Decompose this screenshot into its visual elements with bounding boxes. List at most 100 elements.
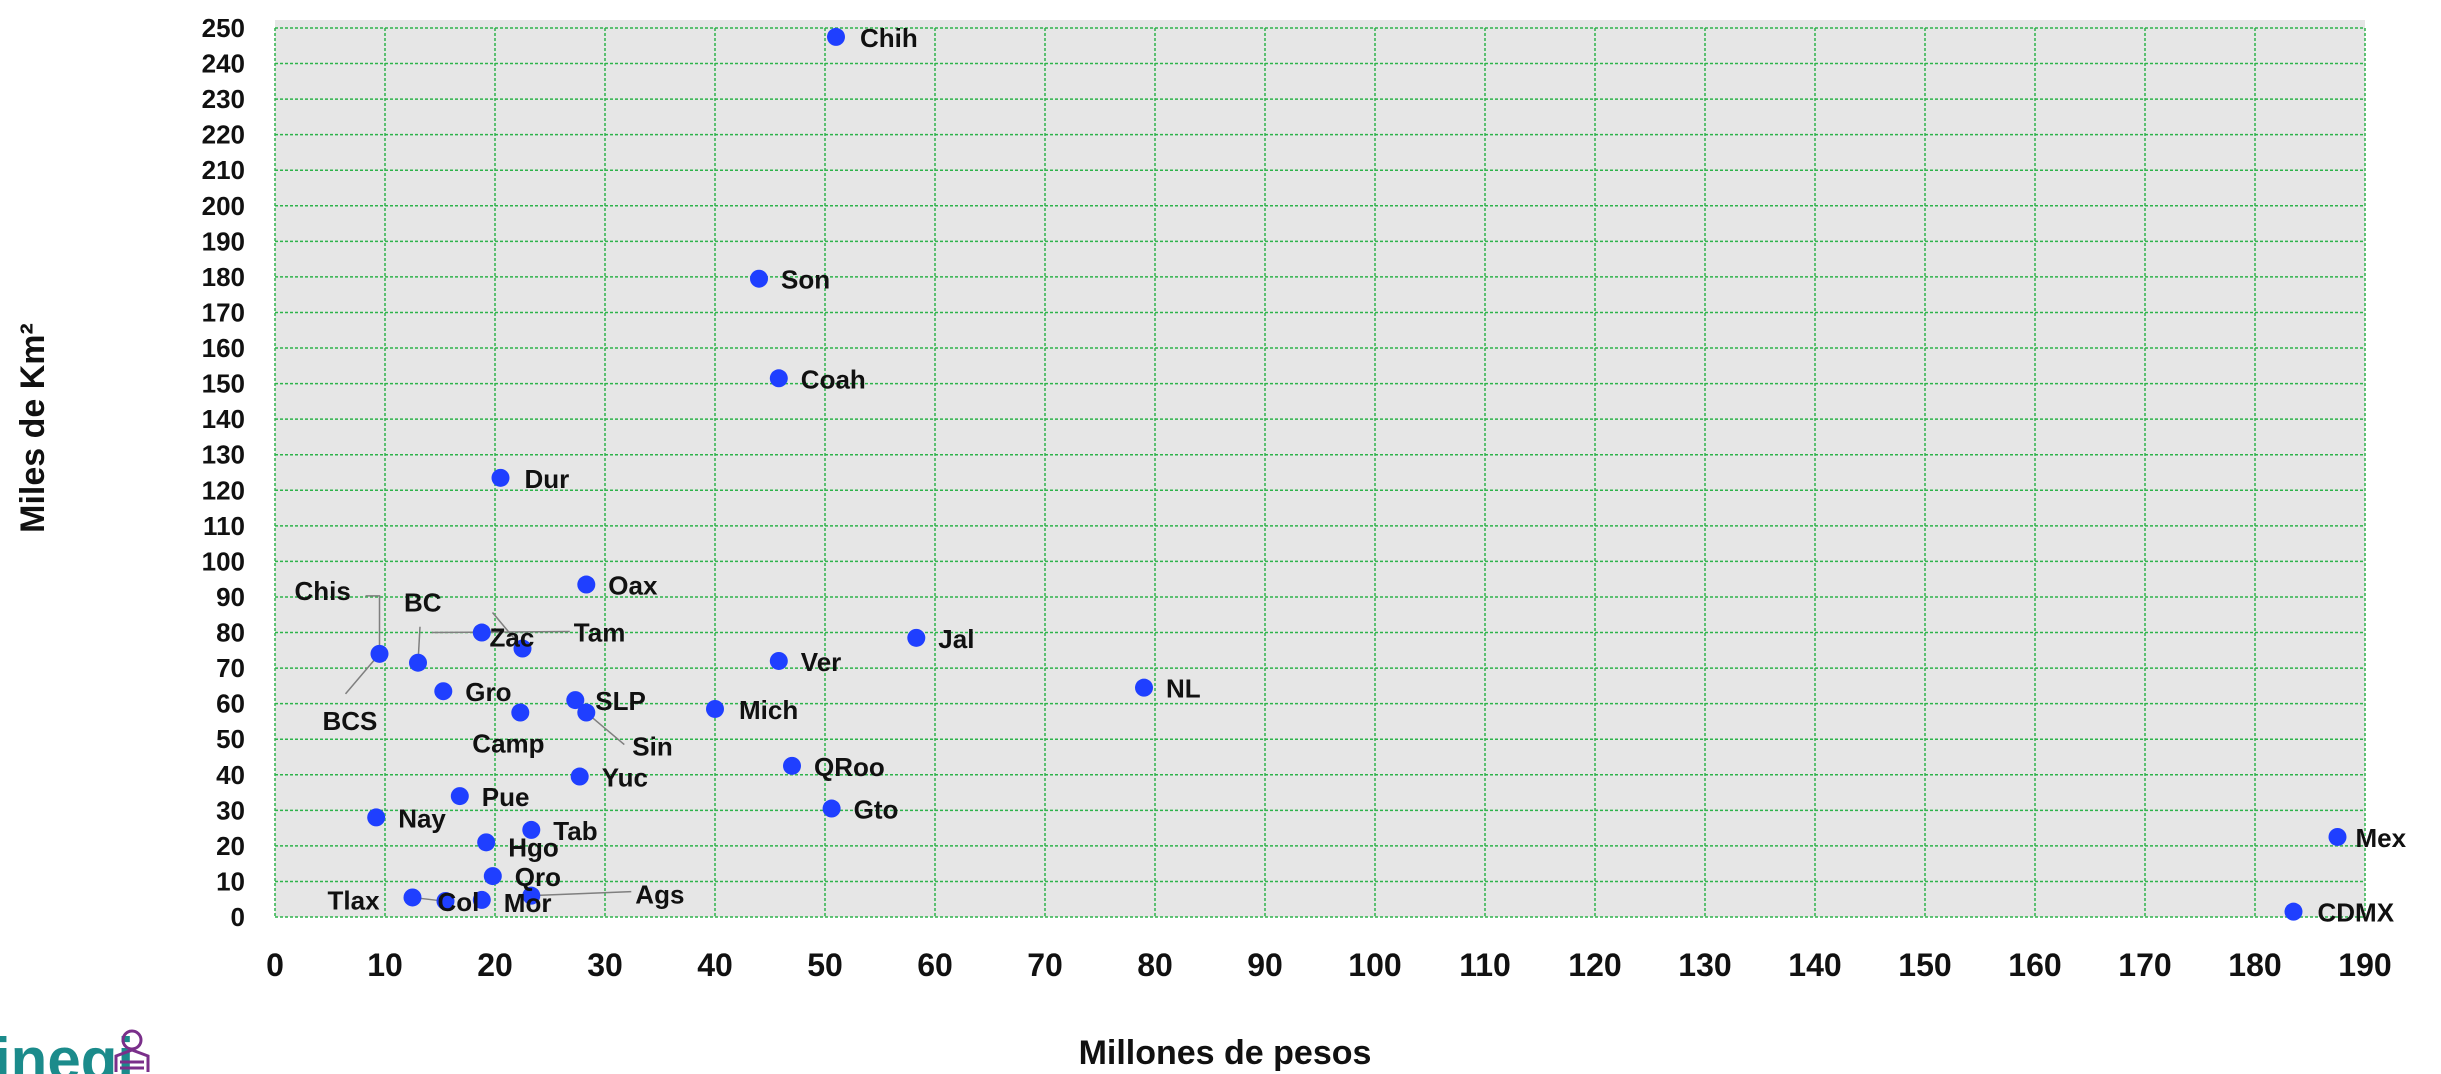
x-axis-title: Millones de pesos (1079, 1034, 1372, 1072)
data-label: Tlax (328, 885, 381, 915)
x-tick-label: 100 (1348, 947, 1401, 983)
y-tick-label: 50 (216, 724, 245, 754)
data-point (472, 623, 491, 642)
data-label: Mor (504, 888, 552, 918)
y-tick-label: 0 (231, 902, 245, 932)
data-label: Camp (472, 729, 544, 759)
data-label: QRoo (814, 752, 885, 782)
x-axis-ticks: 0 10 20 30 40 50 60 70 80 90 100 110 120 130 140 150 160… (266, 947, 2392, 983)
data-point (513, 639, 532, 658)
y-tick-label: 160 (202, 333, 245, 363)
y-tick-label: 20 (216, 831, 245, 861)
data-label: Qro (515, 862, 561, 892)
inegi-logo: inegi (0, 1026, 150, 1074)
y-tick-label: 100 (202, 546, 245, 576)
data-points (367, 27, 2347, 921)
data-point (783, 756, 801, 775)
data-point (2328, 827, 2347, 846)
data-label: Gto (854, 795, 899, 825)
data-point (769, 651, 788, 670)
x-tick-label: 140 (1788, 947, 1841, 983)
data-point (827, 27, 845, 46)
y-tick-label: 240 (202, 49, 245, 79)
y-tick-label: 250 (202, 13, 245, 43)
data-point (522, 886, 541, 905)
x-tick-label: 40 (697, 947, 733, 983)
data-label: Nay (398, 803, 446, 833)
data-point (1135, 678, 1153, 697)
leader-line (431, 630, 570, 634)
data-point (483, 867, 502, 886)
leader-line (365, 595, 381, 654)
grid (274, 27, 2366, 918)
data-point (769, 369, 788, 388)
y-tick-label: 130 (202, 440, 245, 470)
y-tick-label: 220 (202, 120, 245, 150)
y-tick-label: 170 (202, 297, 245, 327)
data-label: Chih (860, 23, 918, 53)
data-label: Mich (739, 695, 798, 725)
y-tick-label: 140 (202, 404, 245, 434)
data-point (570, 767, 589, 786)
data-point (750, 269, 768, 288)
data-point (370, 644, 389, 663)
data-label: BC (404, 588, 442, 618)
x-tick-label: 190 (2338, 947, 2391, 983)
data-label: Dur (525, 464, 570, 494)
data-point (434, 682, 453, 701)
y-tick-label: 200 (202, 191, 245, 221)
data-point (566, 691, 585, 710)
y-tick-label: 80 (216, 618, 245, 648)
data-label: Chis (295, 576, 351, 606)
x-tick-label: 10 (367, 947, 403, 983)
data-label: CDMX (2318, 898, 2395, 928)
y-tick-label: 230 (202, 84, 245, 114)
x-tick-label: 0 (266, 947, 284, 983)
data-label: Jal (938, 624, 974, 654)
data-label: Tam (574, 618, 626, 648)
y-tick-label: 70 (216, 653, 245, 683)
y-tick-label: 90 (216, 582, 245, 612)
data-point (577, 575, 596, 594)
data-label: Ver (801, 647, 842, 677)
x-tick-label: 150 (1898, 947, 1951, 983)
data-point (491, 468, 510, 487)
y-tick-label: 120 (202, 475, 245, 505)
x-tick-label: 180 (2228, 947, 2281, 983)
data-point (2284, 902, 2303, 921)
data-point (706, 699, 724, 718)
data-point (511, 703, 530, 722)
data-label: Sin (632, 732, 672, 762)
y-tick-label: 150 (202, 369, 245, 399)
y-tick-label: 40 (216, 760, 245, 790)
x-tick-label: 160 (2008, 947, 2061, 983)
data-label: Coah (801, 364, 866, 394)
x-tick-label: 170 (2118, 947, 2171, 983)
plot-area (275, 20, 2365, 917)
data-label: Mex (2356, 823, 2407, 853)
data-point (477, 833, 496, 852)
data-label: Zac (490, 623, 535, 653)
data-label: Oax (608, 571, 658, 601)
data-label: Pue (482, 782, 530, 812)
data-point (907, 628, 926, 647)
y-tick-label: 10 (216, 866, 245, 896)
data-label: SLP (595, 686, 646, 716)
leader-line (531, 890, 632, 897)
x-tick-label: 80 (1137, 947, 1173, 983)
data-point (403, 888, 422, 907)
y-tick-label: 180 (202, 262, 245, 292)
x-tick-label: 30 (587, 947, 623, 983)
x-tick-label: 50 (807, 947, 843, 983)
data-label: Col (438, 887, 480, 917)
data-label: Son (781, 265, 830, 295)
data-point (409, 653, 427, 672)
data-label: Tab (553, 816, 597, 846)
data-point (472, 890, 491, 909)
data-label: Gro (465, 677, 511, 707)
y-tick-label: 190 (202, 226, 245, 256)
logo-text: inegi (0, 1026, 134, 1074)
x-tick-label: 120 (1568, 947, 1621, 983)
y-axis-title: Miles de Km² (14, 323, 52, 533)
